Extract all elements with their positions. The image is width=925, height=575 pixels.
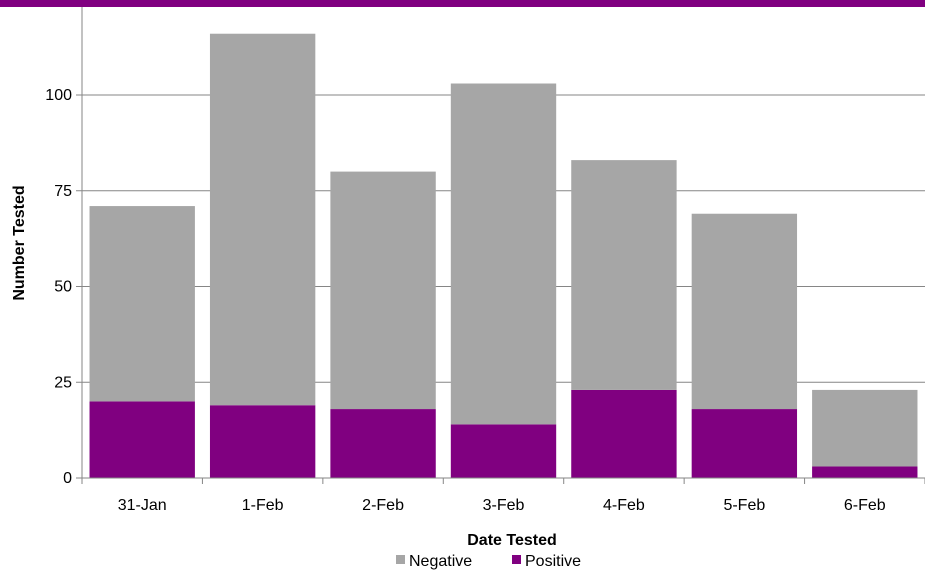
bar-positive-3-Feb — [450, 424, 557, 478]
bar-negative-1-Feb — [209, 33, 316, 406]
y-tick-label: 75 — [54, 183, 72, 200]
bar-negative-3-Feb — [450, 83, 557, 425]
x-tick-label-5-Feb: 5-Feb — [723, 497, 765, 514]
x-tick-label-31-Jan: 31-Jan — [118, 497, 167, 514]
x-tick-label-1-Feb: 1-Feb — [242, 497, 284, 514]
x-tick-label-4-Feb: 4-Feb — [603, 497, 645, 514]
top-accent-bar — [0, 0, 925, 7]
y-tick-label: 50 — [54, 279, 72, 296]
y-axis-ticks: 0 25 50 75 100 — [45, 87, 82, 487]
x-axis-ticks: 31-Jan 1-Feb 2-Feb 3-Feb 4-Feb 5-Feb 6-Feb — [81, 478, 925, 514]
y-tick-label: 100 — [45, 87, 72, 104]
legend: Negative Positive — [396, 553, 581, 570]
bar-positive-1-Feb — [209, 405, 316, 478]
legend-swatch-positive — [512, 555, 521, 564]
legend-label-negative: Negative — [409, 553, 472, 570]
legend-swatch-negative — [396, 555, 405, 564]
bar-positive-31-Jan — [89, 401, 195, 478]
legend-label-positive: Positive — [525, 553, 581, 570]
bar-positive-6-Feb — [812, 466, 918, 478]
bar-positive-2-Feb — [330, 409, 436, 478]
bar-negative-31-Jan — [89, 206, 195, 402]
bar-positive-5-Feb — [691, 409, 798, 478]
y-tick-label: 25 — [54, 374, 72, 391]
x-tick-label-2-Feb: 2-Feb — [362, 497, 404, 514]
y-axis-title: Number Tested — [11, 185, 28, 300]
bar-negative-5-Feb — [691, 213, 798, 410]
bar-negative-6-Feb — [812, 389, 918, 467]
x-tick-label-3-Feb: 3-Feb — [483, 497, 525, 514]
bars — [89, 33, 918, 478]
y-tick-label: 0 — [63, 470, 72, 487]
bar-negative-4-Feb — [571, 160, 677, 390]
x-tick-label-6-Feb: 6-Feb — [844, 497, 886, 514]
x-axis-title: Date Tested — [467, 532, 557, 549]
bar-positive-4-Feb — [571, 389, 677, 478]
bar-negative-2-Feb — [330, 171, 436, 410]
